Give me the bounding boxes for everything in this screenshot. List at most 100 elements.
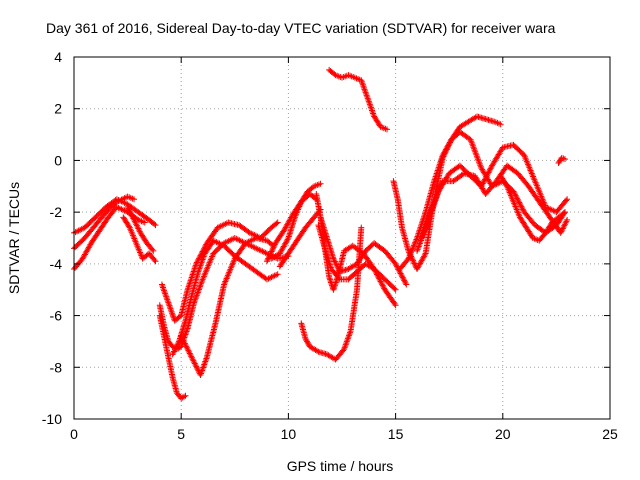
series-arc-21 [414, 141, 571, 254]
data-point [563, 197, 570, 204]
data-point [186, 349, 193, 356]
data-point [191, 360, 198, 367]
data-point [132, 219, 139, 226]
data-point [426, 211, 433, 218]
data-point [476, 160, 483, 167]
data-point [418, 235, 425, 241]
data-point [126, 208, 133, 215]
data-point [198, 279, 205, 286]
data-point [415, 243, 422, 250]
data-point [403, 281, 410, 288]
data-point [125, 223, 132, 230]
data-point [267, 251, 274, 258]
data-point [191, 359, 198, 366]
data-point [419, 230, 426, 237]
data-point [193, 363, 200, 370]
data-point [422, 221, 429, 228]
data-point [410, 242, 417, 249]
data-point [472, 148, 479, 155]
data-point [428, 206, 435, 213]
data-point [420, 229, 427, 236]
data-point [412, 237, 419, 244]
data-point [182, 392, 189, 399]
data-point [486, 166, 493, 173]
data-point [267, 249, 274, 256]
series-arc-16 [315, 222, 399, 293]
data-point [559, 226, 566, 233]
data-point [408, 248, 415, 255]
series-arc-24 [555, 154, 568, 167]
data-point [413, 236, 420, 243]
grid-lines [74, 57, 610, 419]
data-point [564, 216, 571, 223]
data-point [425, 214, 432, 221]
data-point [418, 233, 425, 240]
data-point [334, 264, 341, 271]
data-point [519, 206, 526, 213]
data-point [469, 141, 476, 148]
data-point [423, 220, 430, 227]
data-point [183, 343, 190, 350]
data-point [152, 258, 159, 265]
data-point [406, 252, 413, 259]
data-point [273, 220, 280, 227]
data-point [392, 302, 399, 309]
data-point [503, 181, 510, 188]
data-point [391, 285, 398, 292]
data-point [561, 156, 568, 163]
data-point [397, 270, 404, 277]
data-point [274, 271, 281, 278]
data-point [333, 261, 340, 268]
data-point [183, 344, 190, 351]
series-arc-10 [178, 235, 277, 379]
data-point [269, 245, 276, 252]
series-arc-2 [71, 193, 138, 252]
data-point [469, 142, 476, 149]
data-point [265, 255, 272, 262]
series-arc-8 [158, 219, 281, 324]
y-tick-label: 2 [54, 101, 62, 117]
data-point [476, 159, 483, 166]
data-point [484, 172, 491, 179]
data-point [470, 144, 477, 151]
data-point [133, 221, 140, 228]
data-point [141, 219, 148, 226]
data-point [265, 254, 272, 261]
data-point [195, 286, 202, 293]
data-point [421, 251, 428, 258]
data-point [181, 393, 188, 400]
data-point [427, 209, 434, 216]
data-point [409, 256, 416, 263]
chart-title: Day 361 of 2016, Sidereal Day-to-day VTE… [46, 20, 556, 36]
data-point [170, 349, 177, 356]
y-tick-label: -4 [50, 256, 63, 272]
data-point [133, 222, 140, 229]
data-point [401, 278, 408, 285]
data-point [414, 246, 421, 253]
data-point [284, 236, 291, 243]
data-point [184, 286, 191, 293]
x-tick-label: 20 [495, 426, 511, 442]
data-point [134, 224, 141, 231]
data-point [518, 203, 525, 210]
y-axis-label: SDTVAR / TECUs [6, 182, 22, 294]
data-point [467, 136, 474, 143]
data-point [561, 222, 568, 229]
data-point [185, 347, 192, 354]
data-point [188, 353, 195, 360]
series-arc-23 [497, 172, 568, 244]
data-point [173, 342, 180, 349]
data-point [305, 341, 312, 348]
data-point [136, 226, 143, 233]
data-point [198, 280, 205, 287]
data-point [468, 138, 475, 145]
series-arc-7 [156, 312, 189, 402]
data-point [379, 282, 386, 289]
data-point [400, 276, 407, 283]
data-point [416, 240, 423, 247]
x-tick-label: 10 [281, 426, 297, 442]
data-point [271, 242, 278, 249]
data-point [274, 219, 281, 226]
data-point [303, 338, 310, 345]
